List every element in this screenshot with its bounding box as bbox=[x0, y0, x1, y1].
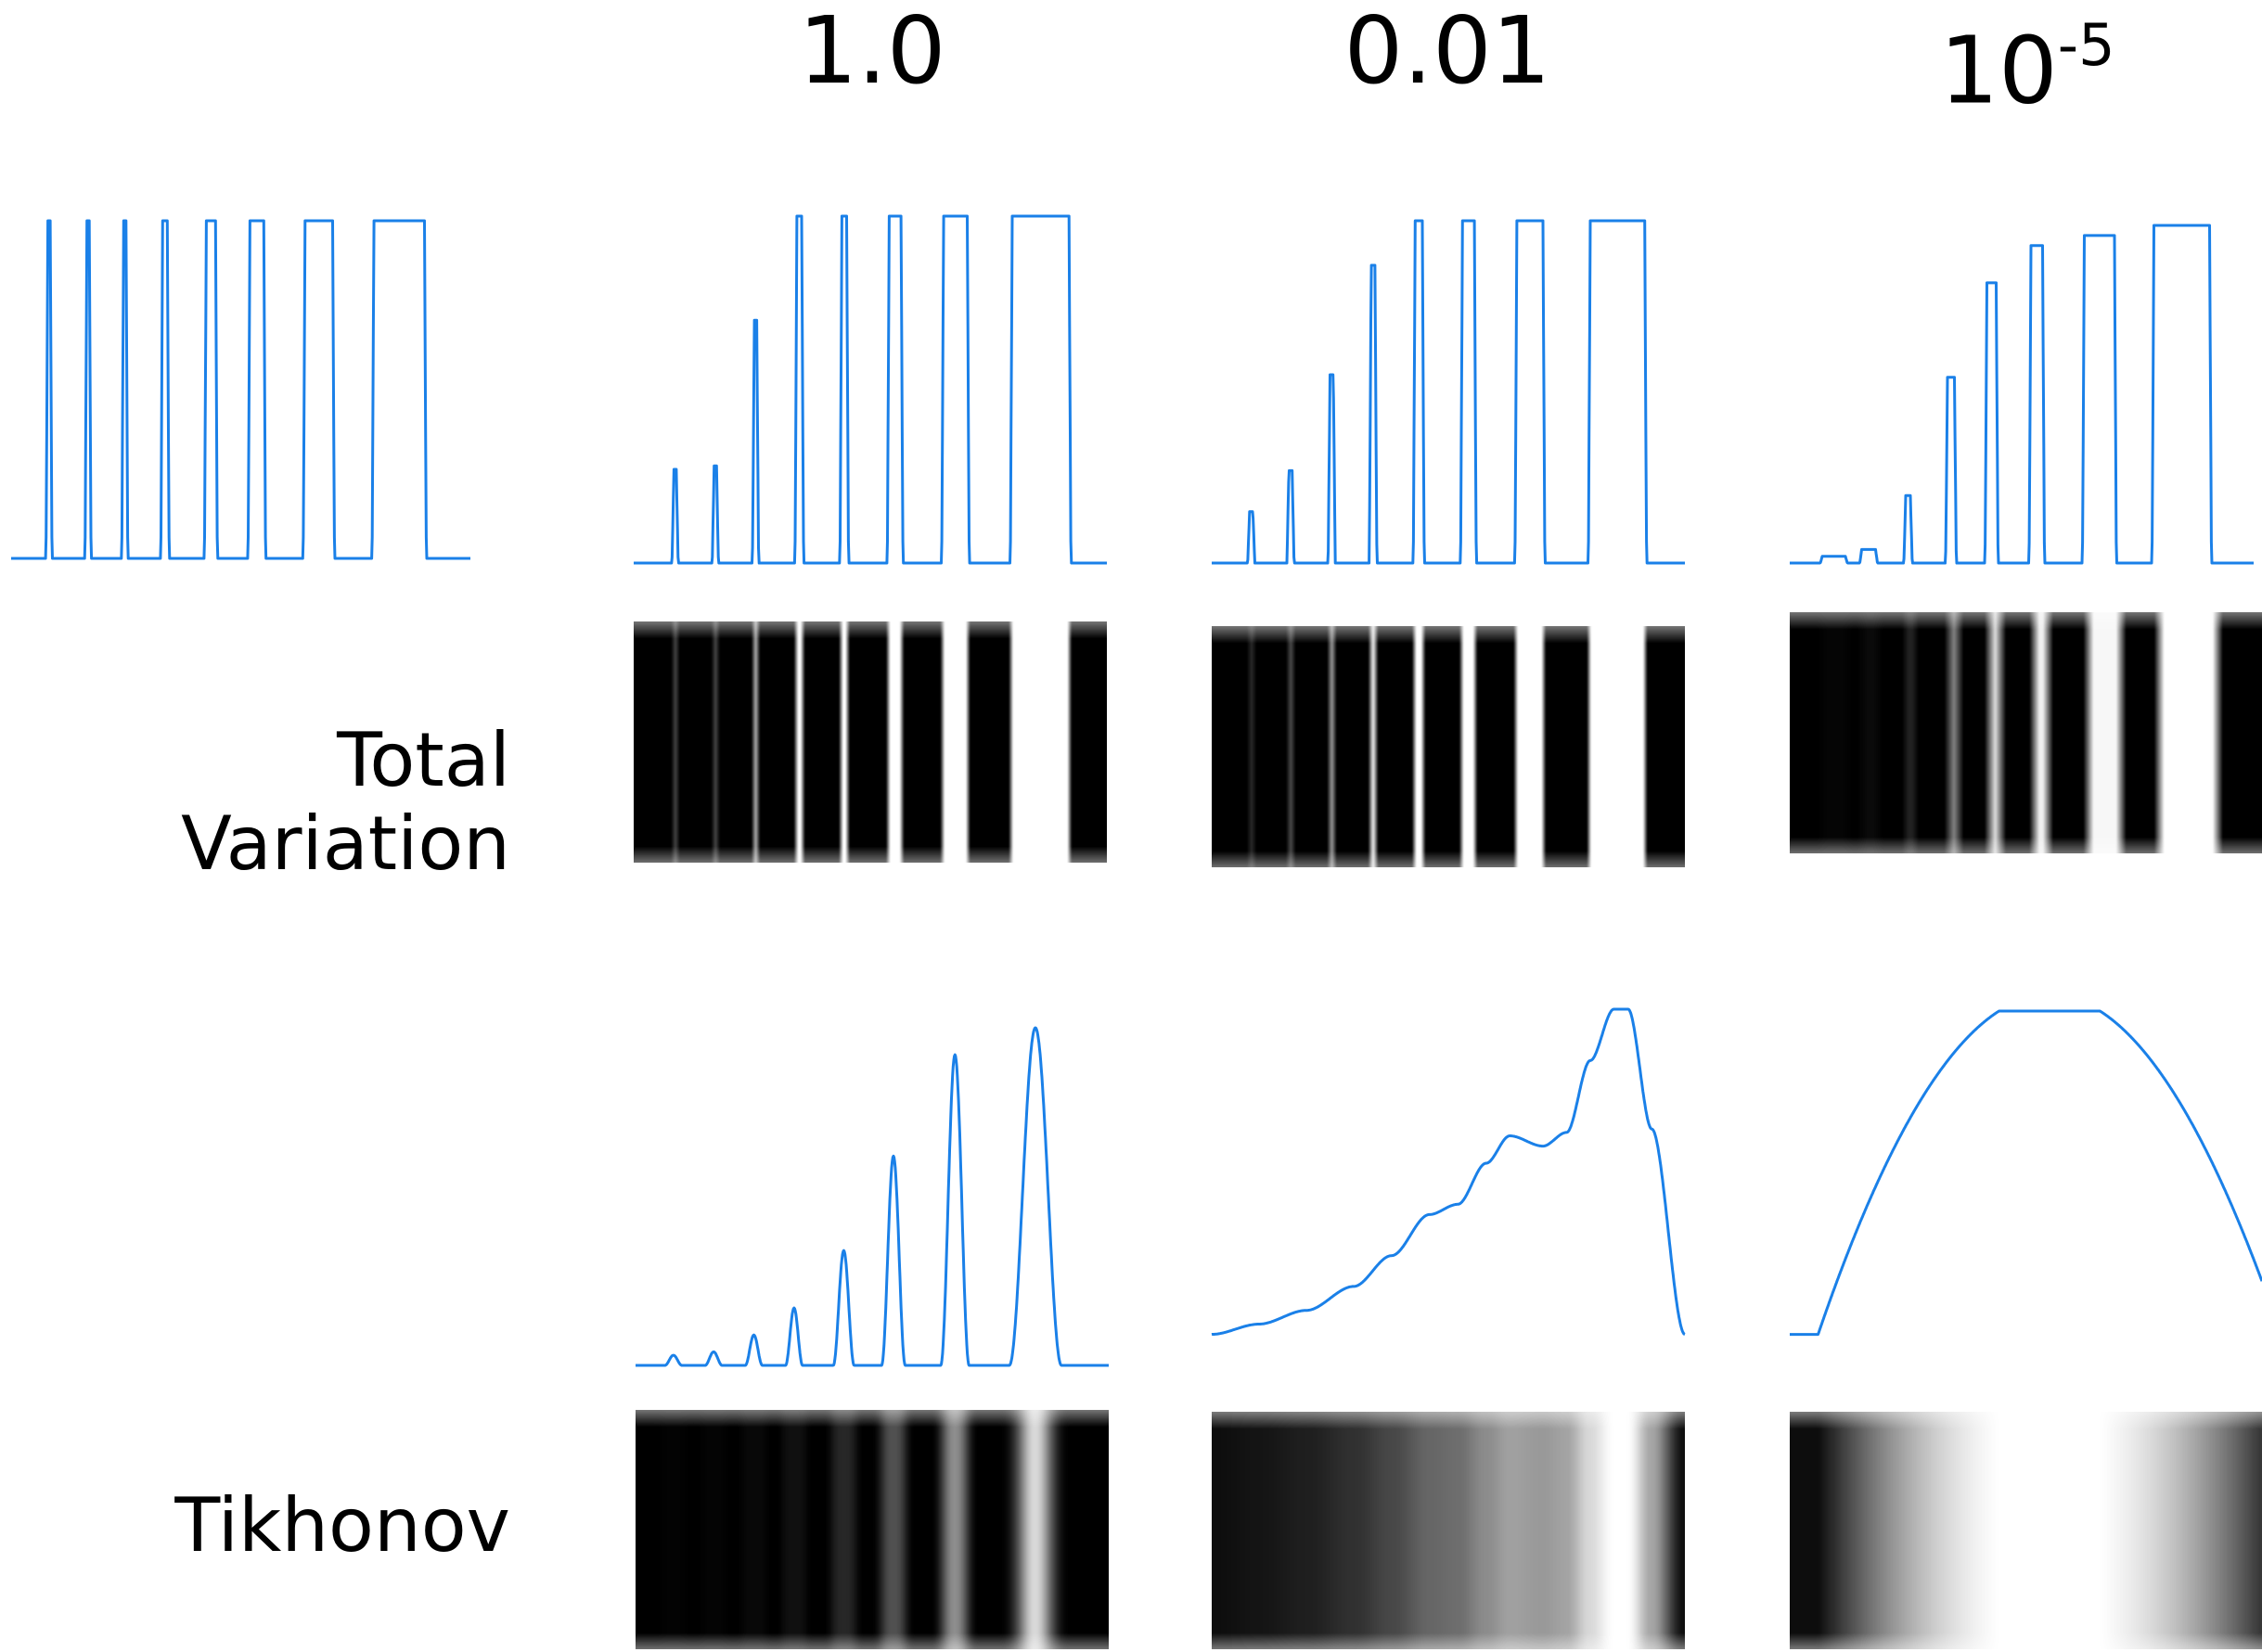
tik_001-curve bbox=[1211, 1007, 1686, 1337]
tv-plot-0.01 bbox=[1211, 219, 1686, 565]
tv-strip-0.01 bbox=[1212, 626, 1685, 867]
tik_1e5-curve bbox=[1789, 1009, 2262, 1337]
tv_001-curve bbox=[1211, 219, 1686, 565]
tv-strip-1e-5 bbox=[1790, 612, 2262, 853]
tv-strip-1 bbox=[634, 621, 1107, 863]
tikhonov-strip-1e-5 bbox=[1790, 1412, 2262, 1649]
row-label-total-variation: Total Variation bbox=[181, 717, 510, 887]
tikhonov-strip-0.01 bbox=[1212, 1412, 1685, 1649]
column-title-3: 10-5 bbox=[1939, 11, 2115, 125]
tv_1-curve bbox=[633, 214, 1108, 565]
tikhonov-plot-1 bbox=[635, 1026, 1110, 1367]
tv-plot-1e-5 bbox=[1789, 224, 2255, 565]
tv-plot-1 bbox=[633, 214, 1108, 565]
column-title-2: 0.01 bbox=[1343, 0, 1551, 105]
row-label-tikhonov: Tikhonov bbox=[174, 1482, 510, 1569]
tikhonov-plot-1e-5 bbox=[1789, 1009, 2262, 1337]
column-title-1: 1.0 bbox=[798, 0, 946, 105]
tik_1-curve bbox=[635, 1026, 1110, 1367]
original-curve bbox=[10, 219, 471, 560]
tikhonov-plot-0.01 bbox=[1211, 1007, 1686, 1337]
tikhonov-strip-1 bbox=[636, 1410, 1109, 1649]
tv_1e5-curve bbox=[1789, 224, 2255, 565]
original-signal-plot bbox=[10, 219, 471, 560]
